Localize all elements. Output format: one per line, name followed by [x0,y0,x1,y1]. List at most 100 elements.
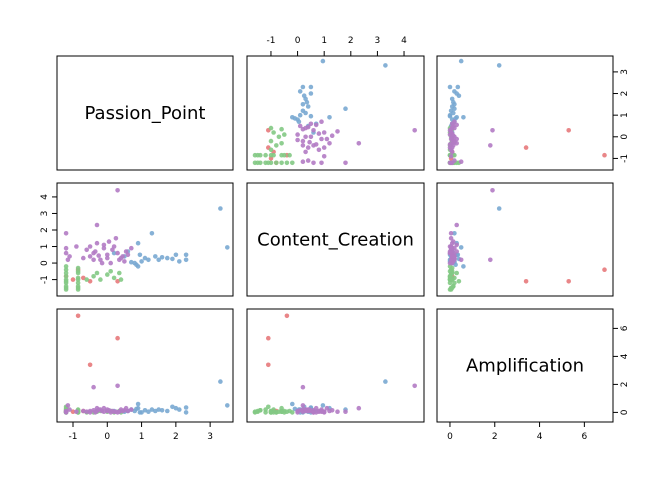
data-point-green [274,143,279,148]
data-point-purple [454,122,460,128]
data-point-red [266,362,271,368]
tick-label: 2 [173,432,179,442]
data-point-blue [173,252,179,258]
data-point-blue [153,408,158,414]
data-point-blue [496,206,502,211]
data-point-green [274,160,279,166]
tick-label: 3 [40,211,50,217]
tick-label: 4 [537,432,543,442]
data-point-purple [84,247,89,253]
data-point-purple [120,254,125,259]
tick-label: 4 [40,194,50,200]
data-point-green [266,404,271,410]
data-point-red [566,279,571,284]
data-point-purple [123,249,129,254]
data-point-blue [142,255,148,261]
data-point-purple [129,245,134,251]
data-point-purple [117,257,122,263]
data-point-blue [461,115,466,120]
data-point-purple [67,254,72,259]
data-point-purple [454,222,460,228]
panel-frame [436,55,614,171]
data-point-purple [93,249,98,254]
data-point-purple [412,128,418,133]
data-point-green [268,147,274,153]
data-point-green [117,270,122,276]
data-point-red [566,128,571,133]
data-point-purple [488,143,493,148]
data-point-purple [108,260,113,266]
panel-Content_Creation-vs-Amplification [436,182,614,297]
data-point-blue [146,257,151,263]
data-point-green [63,270,69,276]
data-point-purple [319,119,324,124]
data-point-purple [343,160,348,166]
panel-Amplification-vs-Passion_Point [56,308,234,423]
data-point-blue [297,112,303,118]
data-point-blue [320,58,326,64]
data-point-green [282,410,287,415]
panel-Passion_Point-vs-Passion_Point: Passion_Point [56,55,234,171]
data-point-green [108,269,113,274]
data-point-green [94,270,100,276]
data-point-purple [321,154,327,159]
data-point-purple [63,245,69,251]
data-point-blue [156,257,161,263]
data-point-blue [454,91,460,96]
data-point-purple [74,409,79,415]
data-point-green [263,410,268,415]
data-point-blue [305,104,311,109]
data-point-red [75,313,81,319]
data-point-blue [343,106,348,111]
tick-label: 0 [620,409,630,415]
data-point-blue [447,113,453,119]
data-point-blue [139,259,144,264]
panel-frame [56,308,234,423]
data-point-purple [303,149,308,155]
data-point-purple [449,124,455,130]
data-point-blue [159,254,165,260]
data-point-purple [319,136,324,142]
data-point-blue [165,408,170,414]
data-point-red [87,362,93,368]
data-point-green [118,277,124,282]
data-point-blue [383,63,388,68]
data-point-green [279,160,284,166]
data-point-purple [99,260,105,266]
data-point-green [268,410,274,415]
data-point-green [258,160,263,166]
data-point-purple [308,121,314,127]
tick-label: 1 [40,244,50,250]
tick-label: 0 [447,432,453,442]
data-point-green [63,264,69,269]
data-point-purple [305,408,311,414]
data-point-green [98,277,103,282]
data-point-red [115,335,120,341]
data-point-green [75,277,81,282]
data-point-blue [149,231,155,236]
data-point-red [70,277,76,282]
data-point-blue [449,104,455,109]
data-point-blue [159,408,165,413]
data-point-green [268,152,274,158]
data-point-green [454,270,460,276]
data-point-purple [115,188,120,193]
data-point-purple [96,253,101,258]
panel-frame [246,182,425,297]
tick-label: 4 [401,36,407,46]
data-point-green [75,287,81,292]
x-axis-Content_Creation: -1 0 1 2 3 4 [266,36,407,57]
data-point-purple [91,257,96,263]
data-point-purple [74,244,79,249]
data-point-green [266,160,271,166]
data-point-purple [316,131,322,136]
data-point-purple [81,408,86,414]
data-point-green [451,283,456,289]
data-point-purple [452,119,457,124]
data-point-purple [87,410,93,415]
data-point-blue [308,91,314,96]
y-axis-Amplification: 0 2 4 6 [612,325,630,415]
data-point-purple [300,138,306,144]
data-point-green [268,125,274,131]
panel-Amplification-vs-Content_Creation [246,308,425,423]
